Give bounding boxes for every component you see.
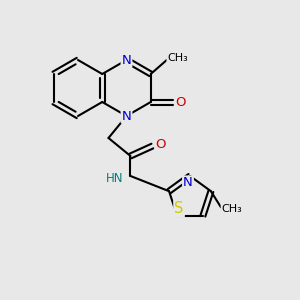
Text: HN: HN — [106, 172, 123, 184]
Text: CH₃: CH₃ — [167, 53, 188, 63]
Text: O: O — [176, 95, 186, 109]
Text: N: N — [183, 176, 193, 190]
Text: N: N — [122, 53, 131, 67]
Text: O: O — [155, 137, 166, 151]
Text: S: S — [174, 201, 184, 216]
Text: N: N — [122, 110, 131, 122]
Text: CH₃: CH₃ — [221, 204, 242, 214]
